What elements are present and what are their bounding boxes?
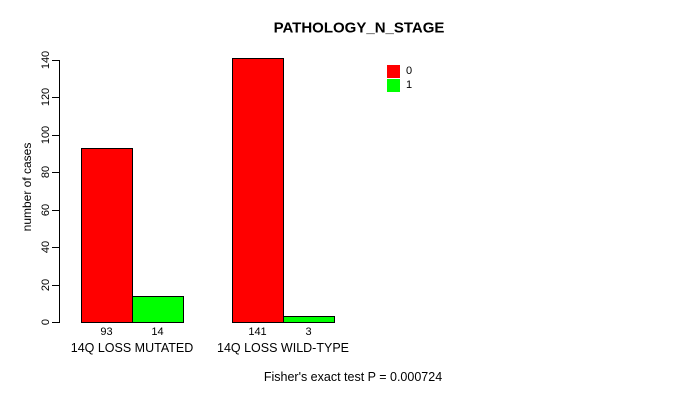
y-axis-tick: [52, 172, 59, 173]
legend-swatch: [387, 65, 400, 78]
bar-value-label: 3: [305, 326, 312, 338]
y-axis-tick-label: 40: [40, 240, 52, 254]
y-axis-tick: [52, 210, 59, 211]
y-axis-tick-label: 140: [40, 50, 52, 70]
y-axis-tick-label: 20: [40, 278, 52, 292]
bar-series-0-group-1: [232, 58, 284, 323]
bar-series-0-group-0: [81, 148, 133, 323]
y-axis-tick: [52, 247, 59, 248]
bar-value-label: 141: [248, 326, 267, 338]
chart-title: PATHOLOGY_N_STAGE: [273, 19, 445, 37]
legend-swatch: [387, 79, 400, 92]
y-axis-tick-label: 0: [40, 318, 52, 326]
y-axis-line: [59, 60, 60, 323]
legend-label: 0: [406, 65, 413, 77]
y-axis-tick-label: 100: [40, 125, 52, 145]
y-axis-tick: [52, 97, 59, 98]
bar-series-1-group-0: [132, 296, 184, 323]
y-axis-tick-label: 60: [40, 203, 52, 217]
y-axis-tick: [52, 60, 59, 61]
legend-label: 1: [406, 79, 413, 91]
x-axis-category-label: 14Q LOSS MUTATED: [70, 341, 194, 355]
bar-series-1-group-1: [283, 316, 335, 323]
legend-entry: 0: [387, 65, 412, 78]
y-axis-tick-label: 80: [40, 165, 52, 179]
bar-value-label: 14: [151, 326, 164, 338]
legend-entry: 1: [387, 79, 412, 92]
y-axis-tick: [52, 135, 59, 136]
y-axis-tick-label: 120: [40, 87, 52, 107]
y-axis-tick: [52, 322, 59, 323]
y-axis-label: number of cases: [20, 142, 34, 232]
bar-value-label: 93: [100, 326, 113, 338]
x-axis-category-label: 14Q LOSS WILD-TYPE: [217, 341, 349, 355]
y-axis-tick: [52, 285, 59, 286]
footnote-fisher-test: Fisher's exact test P = 0.000724: [263, 370, 443, 384]
